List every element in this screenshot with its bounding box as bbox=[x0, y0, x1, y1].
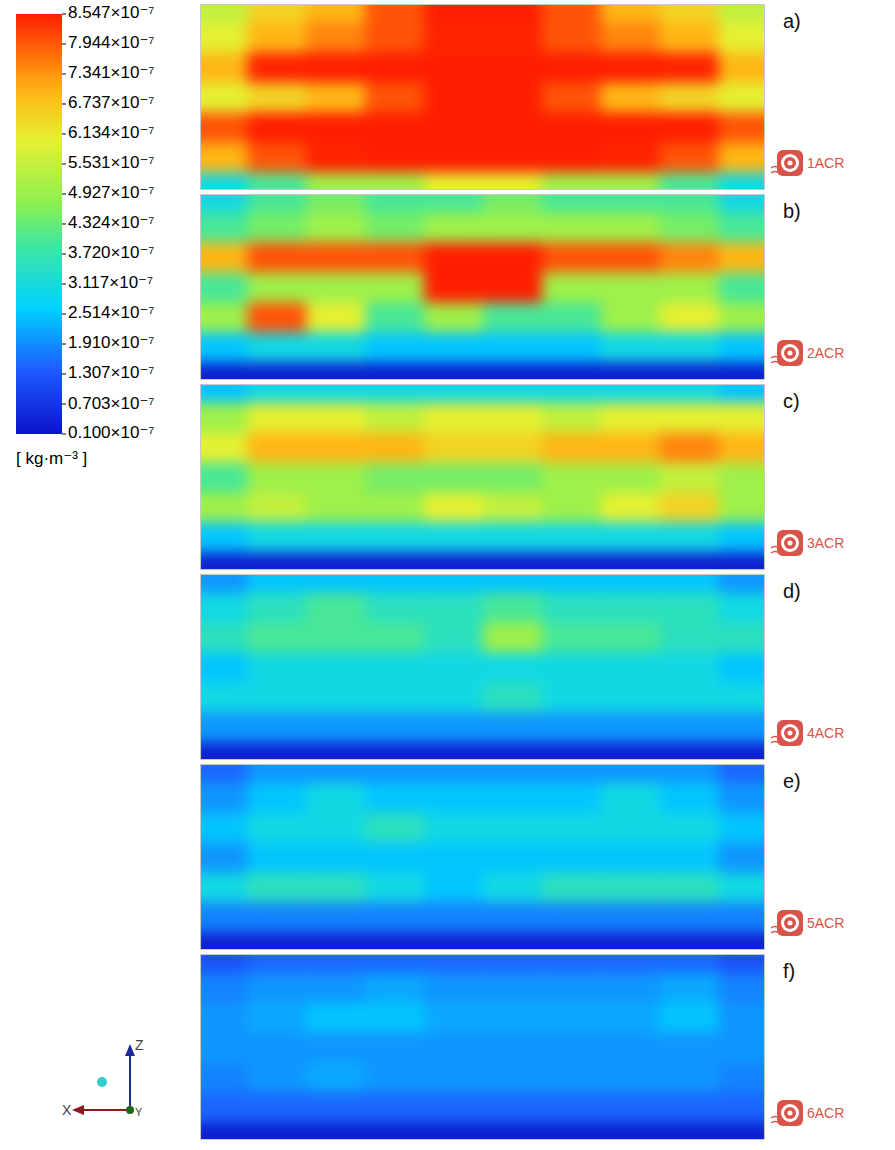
html-text:1ACR: 1ACR bbox=[807, 155, 845, 171]
svg-text:5.531×10⁻⁷: 5.531×10⁻⁷ bbox=[68, 153, 155, 172]
html-text:f): f) bbox=[783, 960, 796, 982]
html-text:2ACR: 2ACR bbox=[807, 345, 845, 361]
svg-text:4.324×10⁻⁷: 4.324×10⁻⁷ bbox=[68, 213, 155, 232]
html-text:4ACR: 4ACR bbox=[807, 725, 845, 741]
svg-text:0.100×10⁻⁷: 0.100×10⁻⁷ bbox=[68, 423, 155, 442]
svg-text:3.117×10⁻⁷: 3.117×10⁻⁷ bbox=[68, 273, 153, 292]
html-text:e): e) bbox=[783, 770, 801, 792]
html-text:3ACR: 3ACR bbox=[807, 535, 845, 551]
svg-text:2.514×10⁻⁷: 2.514×10⁻⁷ bbox=[68, 303, 155, 322]
svg-text:1.910×10⁻⁷: 1.910×10⁻⁷ bbox=[68, 333, 155, 352]
svg-text:6.134×10⁻⁷: 6.134×10⁻⁷ bbox=[68, 123, 155, 142]
svg-text:3.720×10⁻⁷: 3.720×10⁻⁷ bbox=[68, 243, 155, 262]
svg-text:X: X bbox=[62, 1102, 72, 1118]
svg-text:Y: Y bbox=[135, 1106, 143, 1118]
svg-text:1.307×10⁻⁷: 1.307×10⁻⁷ bbox=[68, 363, 155, 382]
svg-text:4.927×10⁻⁷: 4.927×10⁻⁷ bbox=[68, 183, 155, 202]
html-text:d): d) bbox=[783, 580, 801, 602]
svg-text:7.341×10⁻⁷: 7.341×10⁻⁷ bbox=[68, 63, 155, 82]
svg-text:7.944×10⁻⁷: 7.944×10⁻⁷ bbox=[68, 33, 155, 52]
html-text:c): c) bbox=[783, 390, 800, 412]
svg-text:6.737×10⁻⁷: 6.737×10⁻⁷ bbox=[68, 93, 155, 112]
svg-text:Z: Z bbox=[135, 1037, 144, 1053]
html-text:a): a) bbox=[783, 10, 801, 32]
svg-text:[ kg·m⁻³ ]: [ kg·m⁻³ ] bbox=[16, 449, 87, 468]
svg-text:0.703×10⁻⁷: 0.703×10⁻⁷ bbox=[68, 394, 155, 413]
html-text:b): b) bbox=[783, 200, 801, 222]
html-text:6ACR: 6ACR bbox=[807, 1105, 845, 1121]
html-text:5ACR: 5ACR bbox=[807, 915, 845, 931]
svg-text:8.547×10⁻⁷: 8.547×10⁻⁷ bbox=[68, 3, 155, 22]
